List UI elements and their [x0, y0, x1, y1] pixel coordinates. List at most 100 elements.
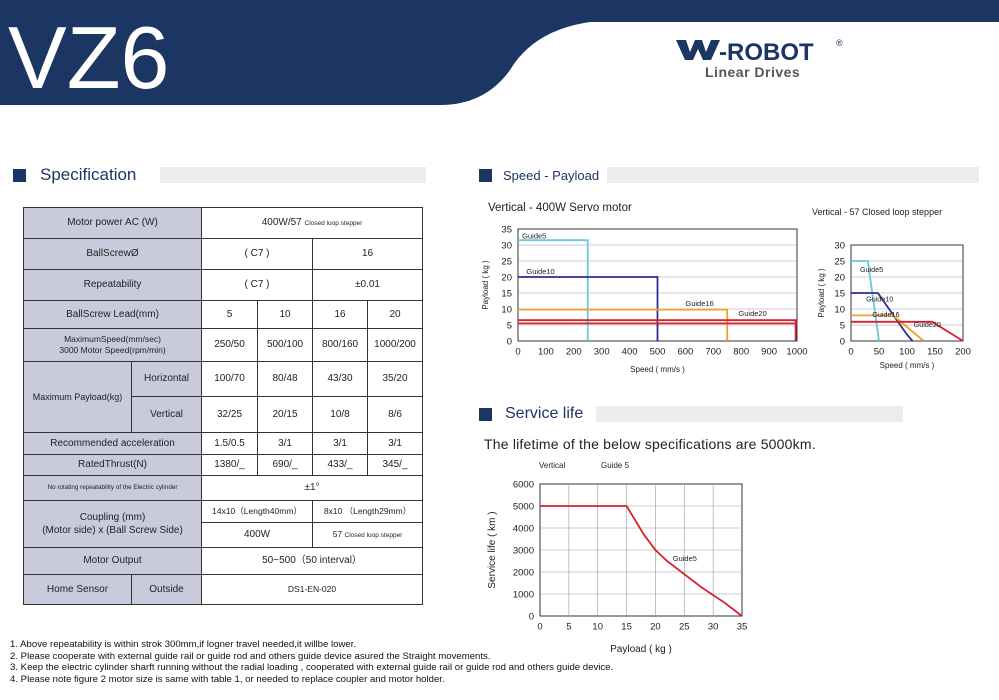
section-divider: [160, 167, 426, 183]
series-line-guide10: [851, 292, 914, 342]
y-axis-label: Payload ( kg ): [481, 260, 490, 310]
series-line-guide5: [851, 260, 880, 342]
table-cell: 250/50: [201, 328, 259, 362]
x-axis-label: Speed ( mm/s ): [630, 365, 685, 374]
section-title: Speed - Payload: [503, 167, 600, 183]
table-cell: 20/15: [257, 396, 314, 433]
row-label: Motor power AC (W): [22, 207, 203, 239]
series-label: Guide16: [685, 299, 713, 308]
chart-annotation: Vertical: [539, 461, 565, 470]
row-label: Coupling (mm) (Motor side) x (Ball Screw …: [22, 500, 203, 548]
section-title: Service life: [505, 405, 584, 422]
table-row: BallScrewØ ( C7 ) 16: [22, 238, 424, 270]
x-tick-label: 1000: [786, 347, 807, 358]
row-sublabel: Horizontal: [130, 361, 203, 397]
table-row: RatedThrust(N) 1380/_ 690/_ 433/_ 345/_: [22, 454, 424, 476]
y-tick-label: 4000: [513, 524, 534, 535]
cell-ballscrew-diameter: 16: [312, 238, 424, 270]
row-sublabel: Outside: [130, 574, 203, 605]
row-label: Home Sensor: [23, 574, 132, 605]
cell-coupling-a: 14x10（Length40mm）: [201, 500, 314, 523]
y-tick-label: 25: [501, 257, 512, 268]
section-divider: [607, 167, 979, 183]
y-tick-label: 3000: [513, 546, 534, 557]
table-row: BallScrew Lead(mm) 5 10 16 20: [22, 300, 424, 329]
table-cell: 345/_: [367, 454, 424, 476]
row-label: Maximum Payload(kg): [23, 361, 132, 433]
y-tick-label: 2000: [513, 568, 534, 579]
y-axis-label: Service life ( km ): [487, 511, 498, 588]
service-life-statement: The lifetime of the below specifications…: [484, 436, 816, 452]
section-marker-icon: [13, 168, 26, 182]
x-tick-label: 200: [955, 347, 971, 358]
table-row: Repeatability ( C7 ) ±0.01: [22, 269, 424, 301]
x-tick-label: 100: [538, 347, 554, 358]
y-tick-label: 0: [529, 612, 534, 623]
series-label: Guide20: [914, 320, 941, 329]
y-tick-label: 10: [501, 305, 512, 316]
brand-logo: -ROBOT ® Linear Drives: [676, 38, 843, 80]
x-tick-label: 100: [899, 347, 915, 358]
section-specification: Specification: [13, 165, 137, 184]
x-tick-label: 20: [650, 622, 661, 633]
y-tick-label: 6000: [513, 480, 534, 491]
series-label: Guide10: [866, 295, 893, 304]
series-label: Guide5: [860, 265, 883, 274]
cell-motor-output: 50~500（50 interval）: [201, 547, 424, 575]
table-cell: 43/30: [312, 361, 369, 397]
table-row: MaximumSpeed(mm/sec) 3000 Motor Speed(rpm…: [22, 328, 424, 362]
section-service-life: Service life: [479, 405, 583, 423]
series-line-guide16: [518, 308, 729, 341]
cell-motor-power: 400W/57 Closed loop stepper: [201, 207, 424, 239]
chart-service-life: 0 1000 2000 3000 4000 5000 6000 0 5 10 15 20 25 30 35 G…: [487, 461, 747, 655]
table-row: Vertical 32/25 20/15 10/8 8/6: [24, 396, 424, 433]
series-label: Guide16: [872, 310, 899, 319]
row-label: BallScrew Lead(mm): [22, 300, 203, 329]
cell-no-rotating: ±1°: [201, 475, 424, 501]
section-marker-icon: [479, 407, 492, 421]
table-cell: 16: [312, 300, 369, 329]
x-tick-label: 15: [621, 622, 632, 633]
y-tick-label: 5000: [513, 502, 534, 513]
table-cell: 433/_: [312, 454, 369, 476]
x-tick-label: 10: [592, 622, 603, 633]
x-tick-label: 0: [848, 347, 853, 358]
x-tick-label: 700: [705, 347, 721, 358]
table-cell: 10: [257, 300, 314, 329]
y-tick-label: 5: [507, 321, 512, 332]
table-cell: 80/48: [257, 361, 314, 397]
section-speed-payload: Speed - Payload: [479, 166, 599, 184]
table-row: Coupling (mm) (Motor side) x (Ball Screw …: [22, 500, 424, 548]
cell-coupling-b: 8x10 （Length29mm）: [312, 500, 424, 523]
note-line: 4. Please note figure 2 motor size is sa…: [10, 673, 445, 685]
y-tick-label: 1000: [513, 590, 534, 601]
table-cell: 500/100: [257, 328, 314, 362]
row-label: Motor Output: [22, 547, 203, 575]
series-label: Guide10: [526, 267, 554, 276]
chart-title: Vertical - 400W Servo motor: [488, 202, 632, 214]
cell-grade: ( C7 ): [201, 269, 314, 301]
table-cell: 10/8: [312, 396, 369, 433]
row-label: RatedThrust(N): [22, 454, 203, 476]
table-cell: 35/20: [367, 361, 424, 397]
series-label: Guide5: [673, 554, 697, 563]
series-label: Guide20: [738, 309, 766, 318]
cell-grade: ( C7 ): [201, 238, 314, 270]
brand-registered: ®: [836, 38, 843, 48]
table-cell: 1000/200: [367, 328, 424, 362]
row-label: BallScrewØ: [22, 238, 203, 270]
series-label: Guide5: [522, 232, 546, 241]
section-title: Specification: [40, 165, 137, 184]
y-tick-label: 0: [507, 337, 512, 348]
cell-coupling-b2: 57 Closed loop stepper: [312, 522, 424, 548]
table-cell: 800/160: [312, 328, 369, 362]
spec-table: Motor power AC (W) 400W/57 Closed loop s…: [22, 207, 424, 605]
y-tick-label: 30: [501, 241, 512, 252]
table-cell: 3/1: [367, 432, 424, 455]
table-row: Motor power AC (W) 400W/57 Closed loop s…: [22, 207, 424, 239]
chart-stepper-speed-payload: Vertical - 57 Closed loop stepper 0 5 10 15 2…: [812, 207, 971, 370]
row-sublabel: Vertical: [130, 396, 203, 433]
x-tick-label: 900: [761, 347, 777, 358]
table-row: Motor Output 50~500（50 interval）: [22, 547, 424, 575]
row-label: No rotating repeatability of the Electri…: [22, 475, 203, 501]
